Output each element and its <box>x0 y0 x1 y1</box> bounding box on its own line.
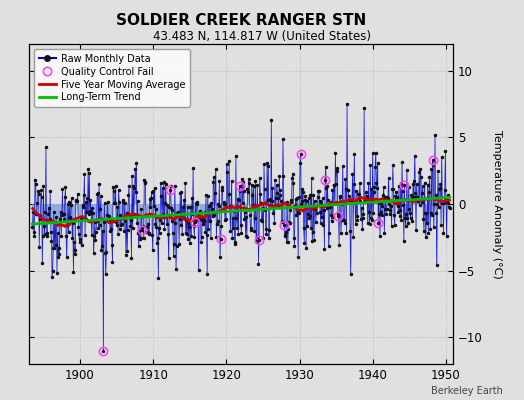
Title: SOLDIER CREEK RANGER STN: SOLDIER CREEK RANGER STN <box>116 12 366 28</box>
Text: 43.483 N, 114.817 W (United States): 43.483 N, 114.817 W (United States) <box>153 30 371 43</box>
Y-axis label: Temperature Anomaly (°C): Temperature Anomaly (°C) <box>493 130 503 278</box>
Text: Berkeley Earth: Berkeley Earth <box>431 386 503 396</box>
Legend: Raw Monthly Data, Quality Control Fail, Five Year Moving Average, Long-Term Tren: Raw Monthly Data, Quality Control Fail, … <box>34 49 190 107</box>
